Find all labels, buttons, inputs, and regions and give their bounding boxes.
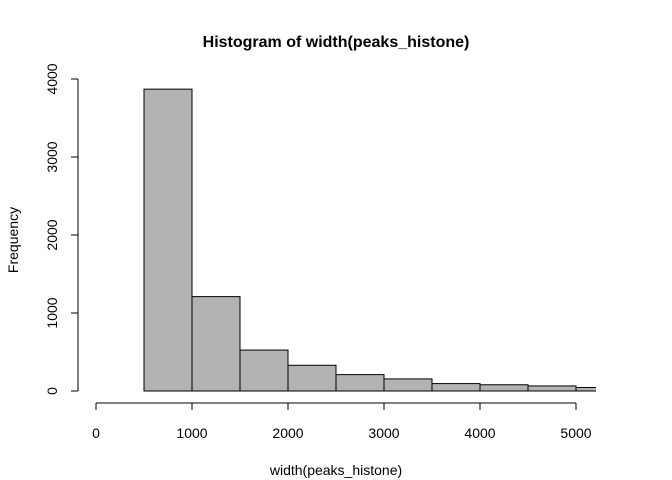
y-axis-label: Frequency bbox=[5, 207, 21, 273]
x-tick-label: 2000 bbox=[272, 425, 303, 441]
x-tick-label: 3000 bbox=[368, 425, 399, 441]
histogram-bar bbox=[239, 349, 289, 392]
histogram-bar bbox=[527, 385, 577, 392]
x-tick-label: 4000 bbox=[464, 425, 495, 441]
histogram-bar bbox=[143, 88, 193, 392]
histogram-bar bbox=[191, 296, 241, 392]
y-tick-label: 3000 bbox=[44, 141, 60, 172]
y-tick-label: 0 bbox=[44, 387, 60, 395]
histogram-bar bbox=[287, 364, 337, 392]
x-tick-label: 0 bbox=[92, 425, 100, 441]
y-tick-label: 2000 bbox=[44, 219, 60, 250]
y-tick-label: 1000 bbox=[44, 297, 60, 328]
histogram-bar bbox=[479, 384, 529, 392]
x-tick-label: 1000 bbox=[176, 425, 207, 441]
y-tick-label: 4000 bbox=[44, 63, 60, 94]
histogram-bar bbox=[335, 374, 385, 392]
histogram-bar bbox=[575, 386, 596, 392]
x-axis-label: width(peaks_histone) bbox=[269, 462, 402, 478]
chart-title: Histogram of width(peaks_histone) bbox=[203, 34, 470, 51]
x-axis: 0 1000 2000 3000 4000 5000 bbox=[92, 402, 592, 441]
histogram-bar bbox=[383, 378, 433, 392]
y-axis: 0 1000 2000 3000 4000 bbox=[44, 63, 79, 395]
histogram-bar bbox=[431, 383, 481, 392]
x-tick-label: 5000 bbox=[560, 425, 591, 441]
bars-group bbox=[143, 88, 596, 392]
